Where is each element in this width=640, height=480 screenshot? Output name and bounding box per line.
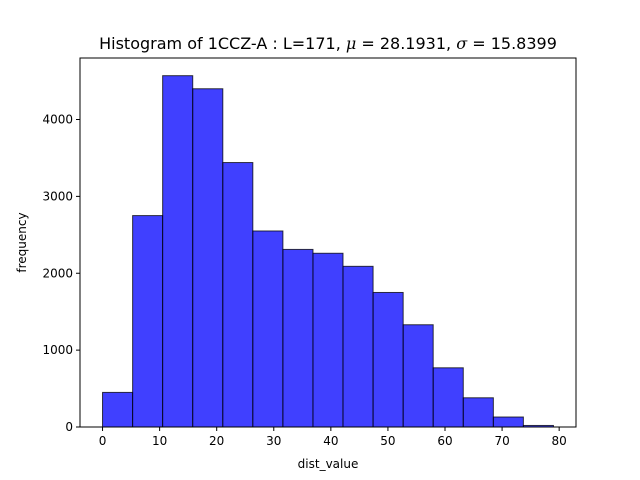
- x-tick-label-40: 40: [323, 434, 338, 448]
- x-tick-label-80: 80: [552, 434, 567, 448]
- title-mu-value: = 28.1931,: [356, 34, 456, 53]
- y-tick-label-1000: 1000: [42, 343, 73, 357]
- histogram-bar-4: [222, 162, 254, 428]
- histogram-bar-2: [162, 75, 194, 428]
- x-tick-label-30: 30: [266, 434, 281, 448]
- histogram-bar-3: [192, 88, 224, 428]
- chart-title: Histogram of 1CCZ-A : L=171, μ = 28.1931…: [99, 34, 557, 53]
- y-tick-label-3000: 3000: [42, 189, 73, 203]
- histogram-bar-13: [492, 416, 524, 428]
- y-axis-ticks: 0 1000 2000 3000 4000: [42, 113, 80, 434]
- plot-area-frame: [79, 57, 577, 428]
- x-tick-label-50: 50: [380, 434, 395, 448]
- bars-layer: [102, 75, 554, 428]
- histogram-bar-9: [372, 291, 404, 428]
- histogram-bar-10: [402, 324, 434, 428]
- x-tick-label-70: 70: [494, 434, 509, 448]
- title-mu-symbol: μ: [346, 34, 356, 53]
- histogram-bar-0: [102, 391, 134, 428]
- histogram-bar-11: [432, 367, 464, 428]
- x-axis-ticks: 0 10 20 30 40 50 60 70 80: [99, 427, 567, 448]
- histogram-bar-8: [342, 265, 374, 428]
- y-tick-label-2000: 2000: [42, 266, 73, 280]
- y-tick-label-0: 0: [65, 420, 73, 434]
- histogram-bar-5: [252, 230, 284, 428]
- x-axis-label: dist_value: [298, 457, 359, 471]
- x-tick-label-20: 20: [209, 434, 224, 448]
- histogram-bar-7: [312, 252, 344, 428]
- x-tick-label-60: 60: [437, 434, 452, 448]
- title-sigma-value: = 15.8399: [467, 34, 557, 53]
- histogram-bar-12: [462, 397, 494, 428]
- histogram-bar-6: [282, 248, 314, 428]
- x-tick-label-0: 0: [99, 434, 107, 448]
- title-sigma-symbol: σ: [456, 34, 468, 53]
- y-axis-label: frequency: [15, 212, 29, 272]
- histogram-bar-1: [132, 215, 164, 428]
- y-tick-label-4000: 4000: [42, 113, 73, 127]
- title-prefix: Histogram of 1CCZ-A : L=171,: [99, 34, 346, 53]
- x-tick-label-10: 10: [152, 434, 167, 448]
